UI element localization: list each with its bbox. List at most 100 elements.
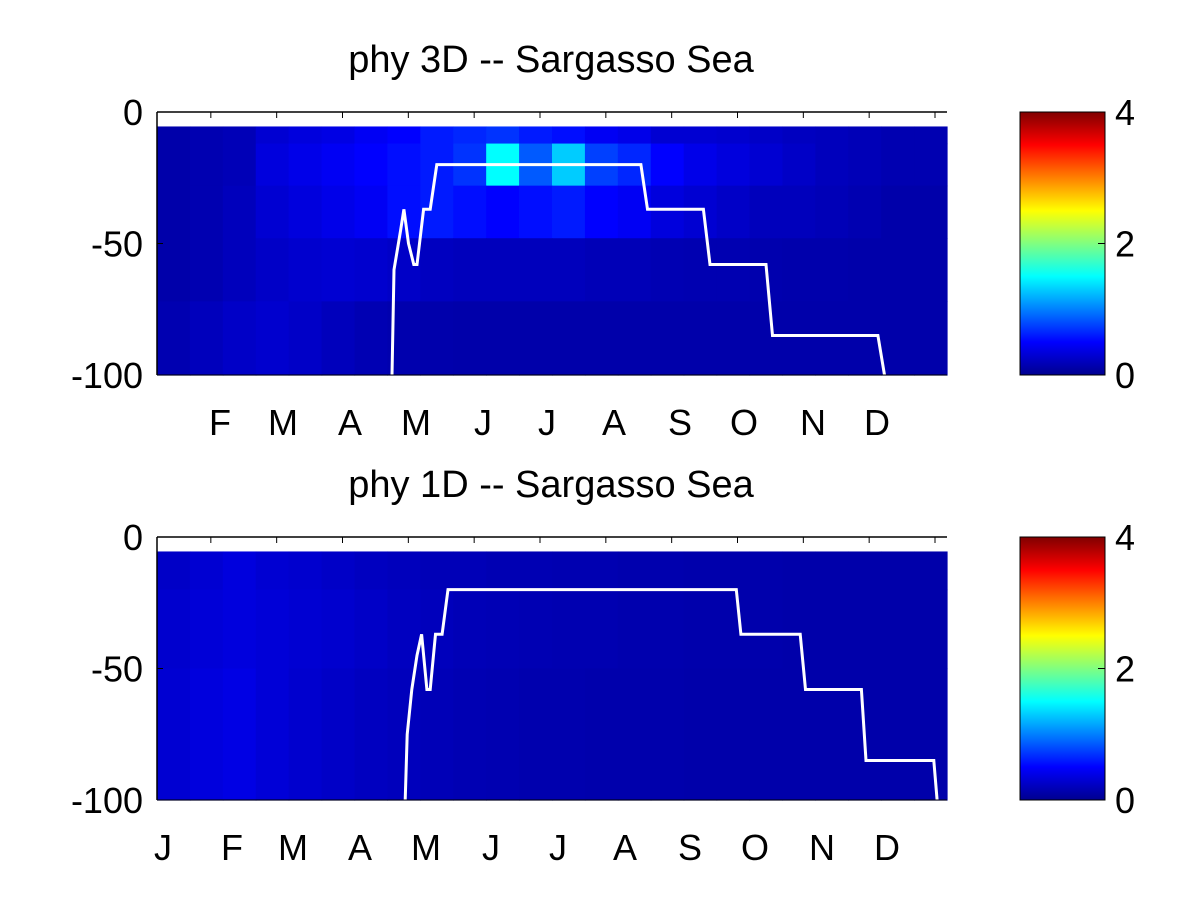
heatmap-cell (321, 185, 356, 239)
heatmap-cell (189, 126, 224, 145)
heatmap-cell (683, 238, 718, 302)
heatmap-cell (617, 589, 652, 670)
heatmap-cell (519, 551, 553, 591)
heatmap-cell (749, 668, 784, 801)
heatmap-cell (584, 301, 619, 376)
heatmap-cell (584, 126, 619, 145)
heatmap-cell (848, 126, 882, 145)
heatmap-cell (321, 301, 356, 376)
y-tick-label: -100 (71, 780, 143, 821)
x-tick-label: J (474, 402, 492, 443)
heatmap-cell (584, 668, 619, 801)
heatmap-cell (552, 185, 586, 239)
heatmap-cell (683, 143, 718, 187)
heatmap-cell (288, 126, 323, 145)
heatmap-cell (848, 238, 882, 302)
colorbar-tick-label: 4 (1115, 92, 1135, 133)
heatmap-cell (189, 551, 224, 591)
heatmap-cell (683, 551, 718, 591)
x-tick-label: A (602, 402, 626, 443)
heatmap-cell (453, 551, 487, 591)
heatmap-cell (914, 126, 948, 145)
heatmap-cell (749, 589, 784, 670)
heatmap-cell (222, 668, 257, 801)
heatmap-cell (420, 589, 454, 670)
axes-3d (156, 111, 947, 376)
heatmap-cell (914, 668, 948, 801)
y-tick-label: -100 (71, 355, 143, 396)
x-tick-label: M (401, 402, 431, 443)
heatmap-cell (354, 551, 389, 591)
heatmap-cell (617, 126, 652, 145)
heatmap-cell (815, 185, 849, 239)
heatmap-cell (354, 589, 389, 670)
heatmap-cell (288, 589, 323, 670)
x-tick-label: N (809, 827, 835, 868)
heatmap-cell (189, 589, 224, 670)
heatmap-cell (354, 668, 389, 801)
heatmap-cell (354, 301, 389, 376)
heatmap-cell (683, 185, 718, 239)
x-tick-label: O (741, 827, 769, 868)
x-tick-label: F (221, 827, 243, 868)
heatmap-cell (650, 126, 685, 145)
heatmap-cell (617, 238, 652, 302)
heatmap-cell (782, 185, 816, 239)
heatmap-cell (222, 185, 257, 239)
heatmap-cell (321, 668, 356, 801)
heatmap-cell (848, 551, 882, 591)
heatmap-cell (584, 185, 619, 239)
heatmap-cell (716, 551, 751, 591)
x-tick-label: J (549, 827, 567, 868)
heatmap-cell (420, 551, 454, 591)
heatmap-cell (782, 238, 816, 302)
heatmap-cell (815, 143, 849, 187)
heatmap-cell (354, 126, 389, 145)
x-tick-label: S (668, 402, 692, 443)
heatmap-cell (881, 301, 915, 376)
heatmap-cell (387, 589, 421, 670)
heatmap-cell (650, 668, 685, 801)
heatmap-cell (914, 589, 948, 670)
heatmap-cell (881, 668, 915, 801)
heatmap-cell (255, 668, 290, 801)
y-tick-label: -50 (91, 224, 143, 265)
heatmap-cell (255, 238, 290, 302)
axes-1d (156, 536, 947, 801)
heatmap-cell (354, 143, 389, 187)
heatmap-cell (321, 126, 356, 145)
heatmap-cell (420, 238, 454, 302)
heatmap-cell (255, 551, 290, 591)
heatmap-cell (486, 301, 520, 376)
heatmap-cell (552, 301, 586, 376)
heatmap-cell (486, 238, 520, 302)
colorbar-gradient (1019, 536, 1106, 801)
heatmap-cell (749, 551, 784, 591)
heatmap-cell (354, 185, 389, 239)
heatmap-cell (584, 551, 619, 591)
heatmap-cell (848, 589, 882, 670)
heatmap-cell (749, 143, 784, 187)
heatmap-cell (552, 126, 586, 145)
heatmap-cell (519, 238, 553, 302)
x-tick-label: J (538, 402, 556, 443)
heatmap-cell (519, 185, 553, 239)
heatmap-cell (881, 238, 915, 302)
heatmap-cell (617, 551, 652, 591)
heatmap-cell (321, 551, 356, 591)
heatmap-cell (321, 238, 356, 302)
heatmap-cell (453, 238, 487, 302)
heatmap-cell (420, 301, 454, 376)
x-tick-label: A (613, 827, 637, 868)
mixed-layer-line-1d (403, 588, 939, 801)
x-tick-label: D (874, 827, 900, 868)
colorbar-3d: 0 2 4 (1019, 92, 1135, 396)
heatmap-cell (881, 589, 915, 670)
heatmap-cell (782, 143, 816, 187)
heatmap-cell (288, 185, 323, 239)
colorbar-1d: 0 2 4 (1019, 517, 1135, 821)
heatmap-cell (716, 143, 751, 187)
heatmap-cell (255, 589, 290, 670)
